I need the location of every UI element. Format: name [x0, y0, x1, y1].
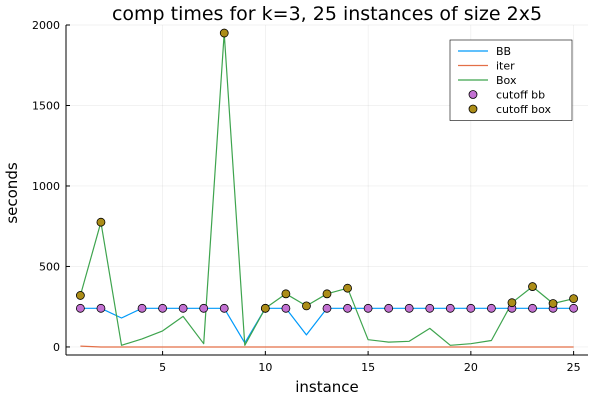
x-tick-label: 10	[258, 361, 272, 374]
data-point-cutoff-bb	[384, 303, 394, 313]
series-line-iter	[80, 345, 574, 348]
data-point-cutoff-bb	[466, 303, 476, 313]
x-tick-label: 15	[361, 361, 375, 374]
data-point-cutoff-bb	[219, 303, 229, 313]
y-tick-label: 1500	[32, 99, 60, 112]
y-axis-label: seconds	[3, 162, 21, 223]
data-point-cutoff-bb	[569, 303, 579, 313]
x-tick-label: 25	[567, 361, 581, 374]
legend-label: cutoff box	[496, 103, 552, 116]
data-point-cutoff-box	[507, 298, 517, 308]
data-point-cutoff-box	[281, 289, 291, 299]
data-point-cutoff-bb	[404, 303, 414, 313]
data-point-cutoff-box	[569, 294, 579, 304]
y-tick-label: 500	[39, 260, 60, 273]
data-point-cutoff-bb	[199, 303, 209, 313]
axes: 5 10 15 20 25 0 500 1000 1500 2000	[32, 19, 588, 374]
data-point-cutoff-box	[260, 303, 270, 313]
data-point-cutoff-bb	[75, 303, 85, 313]
legend-label: cutoff bb	[496, 89, 545, 102]
x-axis-label: instance	[295, 378, 359, 396]
data-point-cutoff-box	[322, 289, 332, 299]
data-point-cutoff-bb	[363, 303, 373, 313]
legend-label: BB	[496, 45, 511, 58]
legend-label: iter	[496, 60, 515, 73]
data-point-cutoff-bb	[445, 303, 455, 313]
y-tick-label: 1000	[32, 180, 60, 193]
data-point-cutoff-box	[528, 282, 537, 291]
data-point-cutoff-bb	[281, 303, 291, 313]
legend-label: Box	[496, 74, 517, 87]
data-point-cutoff-bb	[425, 303, 435, 313]
x-tick-label: 5	[159, 361, 166, 374]
y-tick-label: 0	[53, 341, 60, 354]
data-point-cutoff-bb	[487, 303, 496, 313]
data-point-cutoff-bb	[137, 303, 147, 313]
data-point-cutoff-bb	[343, 303, 352, 313]
data-point-cutoff-box	[548, 299, 558, 308]
legend-swatch	[468, 90, 478, 99]
chart-title: comp times for k=3, 25 instances of size…	[112, 3, 542, 25]
data-point-cutoff-box	[75, 291, 85, 300]
data-point-cutoff-box	[302, 301, 311, 311]
data-point-cutoff-bb	[178, 303, 188, 313]
y-tick-label: 2000	[32, 19, 60, 32]
x-tick-label: 20	[464, 361, 478, 374]
data-point-cutoff-bb	[158, 303, 167, 313]
data-point-cutoff-bb	[528, 303, 537, 313]
series-markers	[75, 28, 579, 313]
data-point-cutoff-box	[96, 217, 106, 227]
data-point-cutoff-box	[343, 283, 352, 293]
data-point-cutoff-bb	[96, 303, 106, 313]
legend-swatch	[468, 104, 478, 114]
data-point-cutoff-box	[219, 28, 229, 38]
data-point-cutoff-bb	[322, 303, 332, 313]
